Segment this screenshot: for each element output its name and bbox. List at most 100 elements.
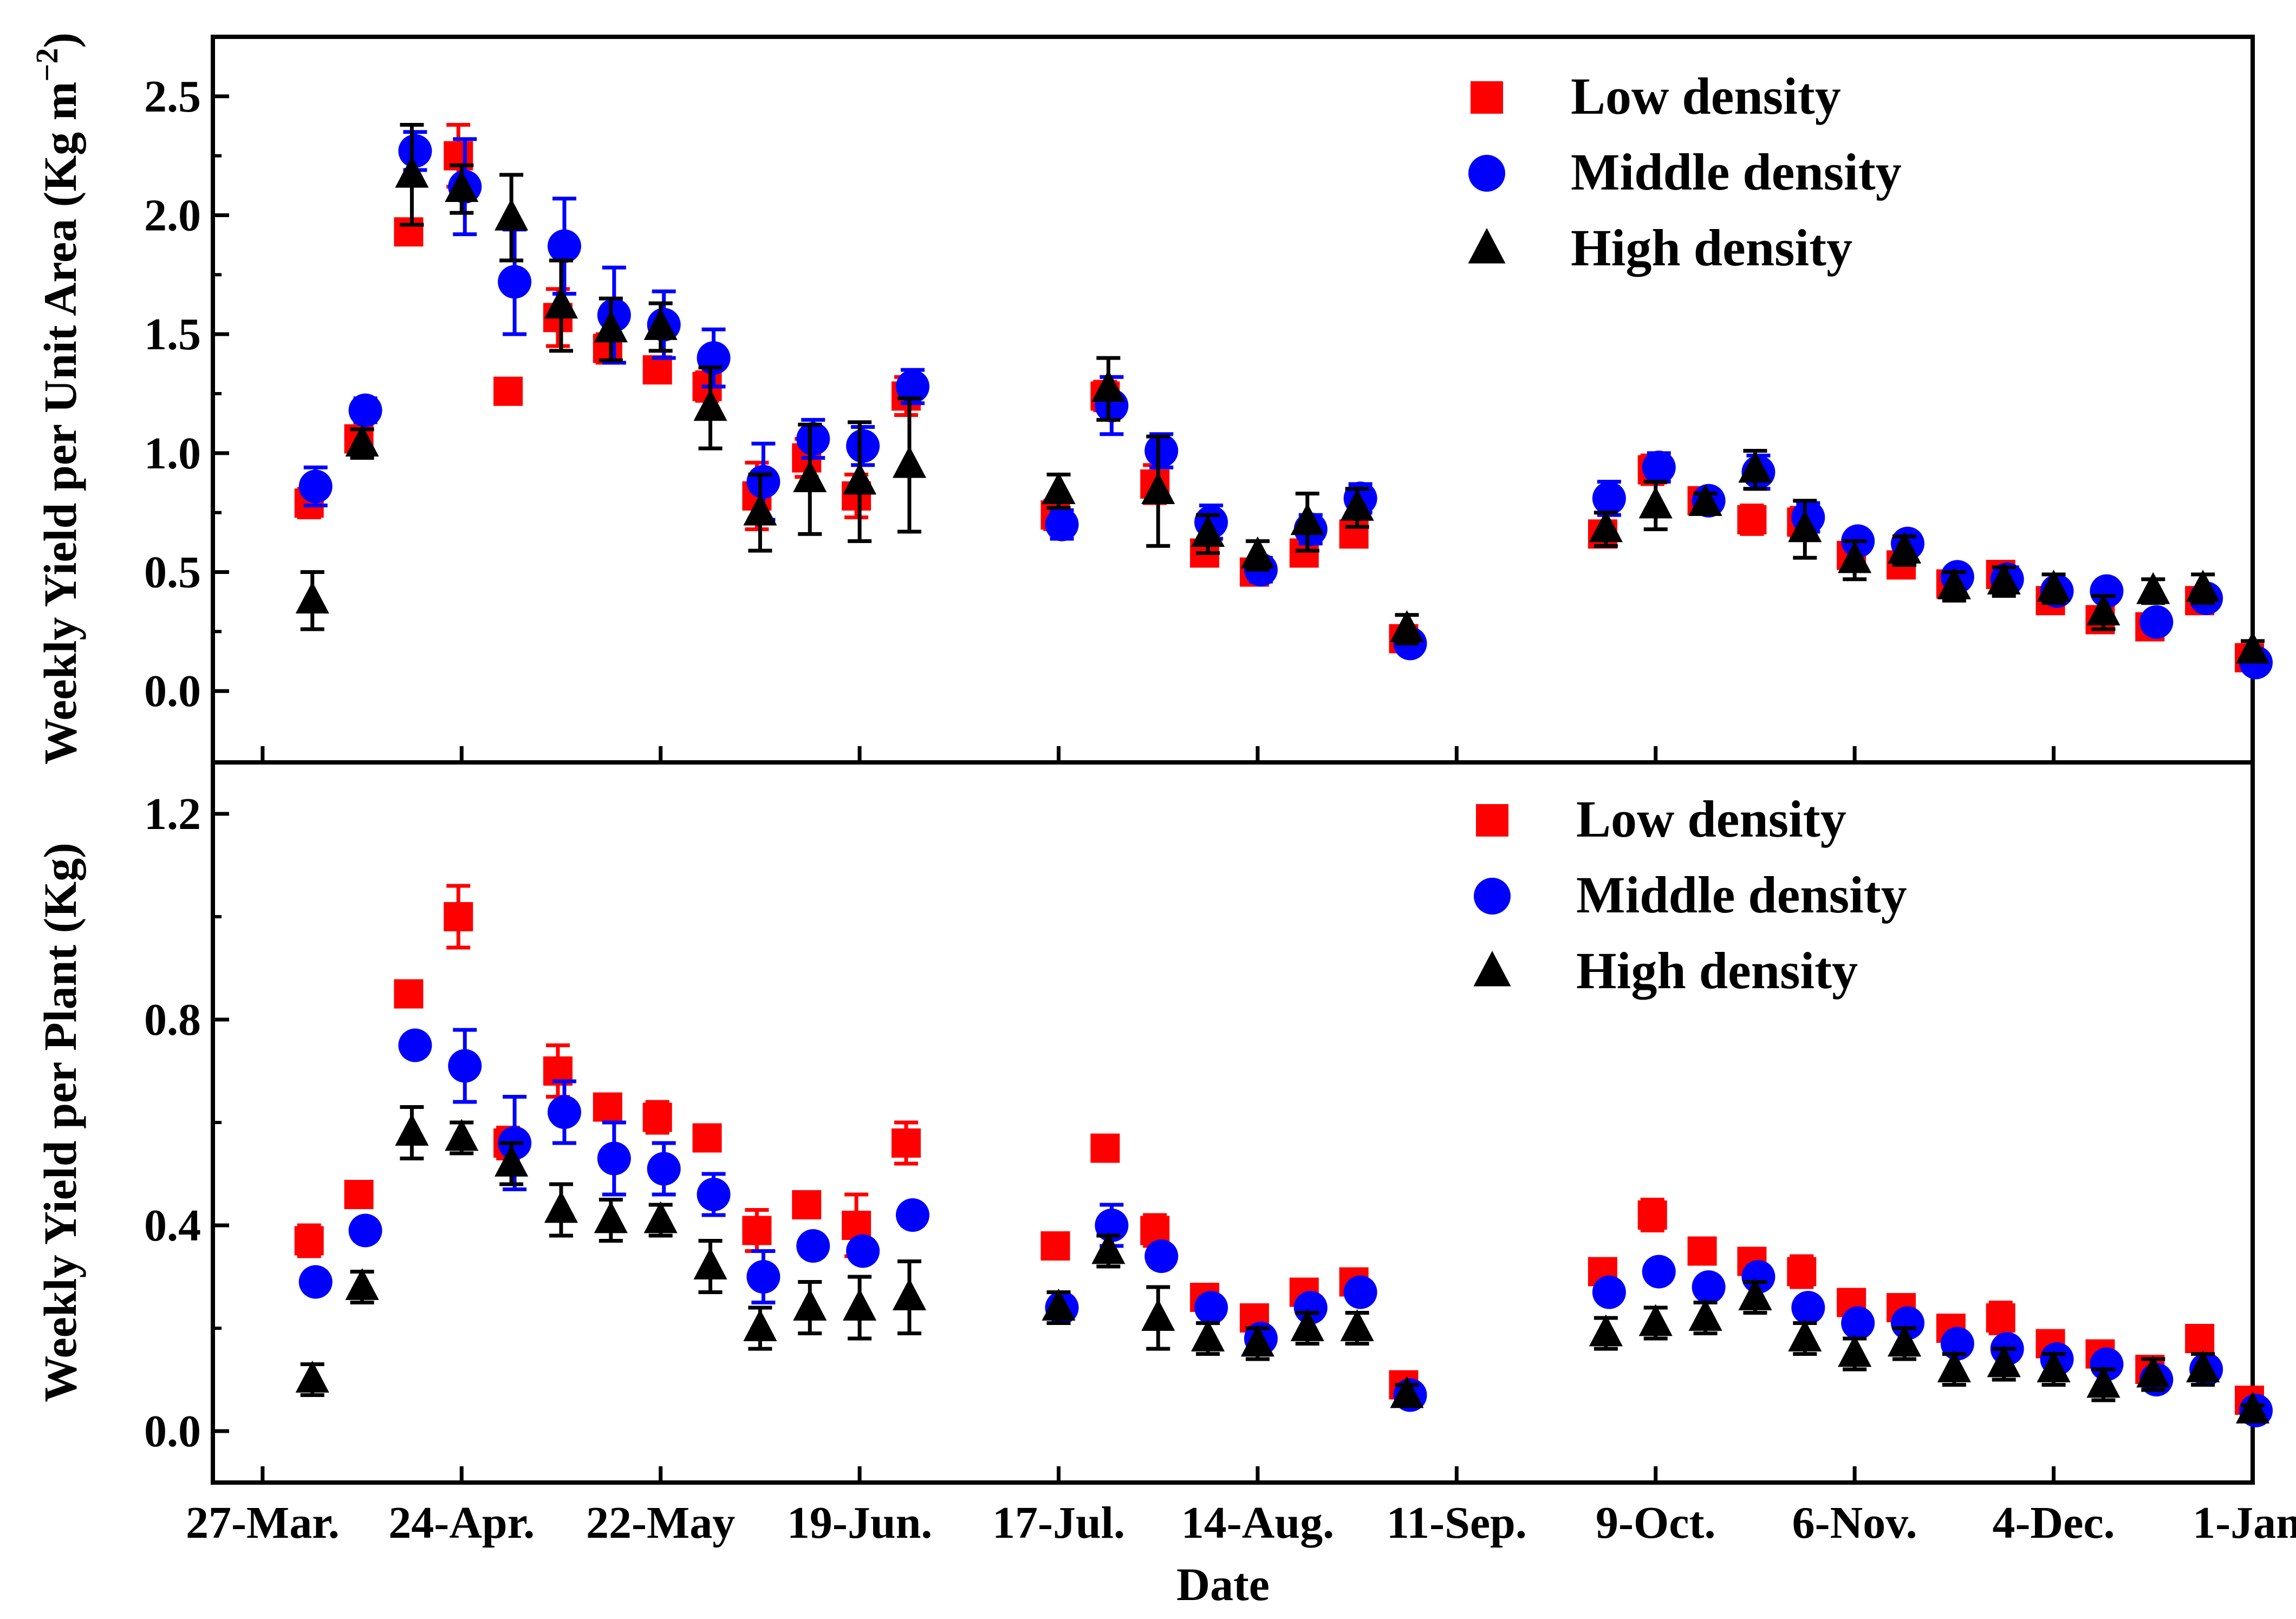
data-point: [1688, 484, 1722, 516]
data-point: [1042, 472, 1076, 504]
data-point: [895, 369, 929, 403]
bottom-y-axis-title: Weekly Yield per Plant (Kg): [34, 843, 86, 1402]
data-point: [1045, 507, 1079, 541]
x-tick-label: 6-Nov.: [1792, 1498, 1917, 1548]
data-point: [846, 1234, 880, 1268]
data-point: [1737, 505, 1767, 534]
data-point: [642, 355, 672, 385]
data-point: [1240, 1324, 1274, 1357]
data-point: [843, 462, 877, 495]
data-point: [1191, 1319, 1225, 1352]
y-tick-label: 1.2: [144, 789, 201, 839]
data-point: [1040, 1231, 1070, 1261]
data-point: [647, 1152, 681, 1186]
data-point: [298, 1265, 333, 1299]
data-point: [692, 1123, 722, 1153]
data-point: [846, 429, 880, 463]
data-point: [2235, 631, 2270, 664]
legend-item-high-density: High density: [1468, 219, 1852, 277]
data-point: [1290, 503, 1324, 536]
data-point: [1141, 472, 1175, 504]
data-point: [1589, 510, 1623, 543]
top-y-axis-title-sup: −2: [29, 48, 64, 82]
data-point: [2090, 1347, 2124, 1381]
data-point: [793, 1288, 827, 1321]
data-point: [1638, 486, 1673, 519]
series-high-density: [295, 123, 2270, 664]
data-point: [697, 1178, 731, 1211]
y-tick-label: 0.8: [144, 995, 201, 1045]
series-middle-density: [298, 1028, 2273, 1427]
data-point: [1144, 434, 1179, 468]
legend-label: High density: [1576, 942, 1858, 1000]
y-tick-label: 0.4: [144, 1200, 201, 1251]
data-point: [742, 1216, 772, 1245]
data-point: [793, 460, 827, 492]
data-point: [743, 1309, 777, 1341]
legend-marker: [1471, 81, 1503, 114]
data-point: [1791, 1291, 1825, 1324]
data-point: [394, 979, 424, 1009]
top-y-axis-title: Weekly Yield per Unit Area (Kg m−2): [29, 32, 86, 765]
x-tick-label: 27-Mar.: [186, 1498, 340, 1548]
data-point: [1592, 481, 1626, 515]
data-point: [1194, 1291, 1228, 1324]
y-tick-label: 0.5: [144, 547, 201, 598]
data-point: [1937, 567, 1971, 599]
data-point: [1642, 1255, 1676, 1289]
data-point: [693, 1247, 727, 1279]
data-point: [796, 422, 830, 456]
data-point: [1688, 1298, 1722, 1331]
x-tick-label: 9-Oct.: [1596, 1498, 1716, 1548]
legend-marker: [1473, 950, 1511, 987]
data-point: [1589, 1314, 1623, 1347]
legend-item-middle-density: Middle density: [1468, 143, 1902, 201]
data-point: [1887, 1324, 1922, 1357]
data-point: [1788, 510, 1822, 543]
data-point: [398, 1028, 432, 1062]
data-point: [2186, 570, 2220, 602]
data-point: [498, 265, 532, 299]
data-point: [1838, 541, 1872, 573]
legend-item-low-density: Low density: [1471, 67, 1841, 125]
data-point: [1290, 1309, 1324, 1341]
data-point: [1638, 1304, 1673, 1336]
data-point: [1838, 1335, 1872, 1367]
data-point: [348, 393, 382, 427]
x-tick-label: 11-Sep.: [1387, 1498, 1527, 1548]
data-point: [1687, 1236, 1717, 1266]
data-point: [1390, 1376, 1424, 1408]
data-point: [1787, 1257, 1817, 1287]
data-point: [1340, 1309, 1374, 1341]
data-point: [843, 1288, 877, 1321]
legend-label: Middle density: [1571, 143, 1902, 201]
data-point: [1339, 519, 1369, 549]
y-tick-label: 2.0: [144, 191, 201, 241]
data-point: [1987, 562, 2021, 595]
x-tick-label: 17-Jul.: [992, 1498, 1125, 1548]
data-point: [643, 1201, 678, 1233]
bottom-panel-ticks: 0.0 0.4 0.8 1.2: [144, 789, 2255, 1483]
data-point: [1240, 536, 1274, 569]
data-point: [1891, 1306, 1925, 1340]
data-point: [2090, 574, 2124, 608]
y-tick-label: 0.0: [144, 1406, 201, 1457]
data-point: [345, 1268, 379, 1300]
data-point: [593, 1092, 622, 1122]
data-point: [643, 308, 678, 340]
bottom-legend: Low density Middle density High density: [1473, 790, 1907, 1000]
data-point: [345, 425, 379, 457]
data-point: [394, 217, 424, 247]
legend-label: Low density: [1576, 790, 1846, 848]
y-tick-label: 0.0: [144, 666, 201, 716]
top-panel-ticks: 0.0 0.5 1.0 1.5 2.0 2.5: [144, 71, 2255, 762]
data-point: [395, 155, 429, 188]
data-point: [1788, 1319, 1822, 1352]
data-point: [746, 1260, 780, 1294]
data-point: [1741, 1260, 1775, 1294]
data-point: [697, 341, 731, 375]
top-panel-plot: [294, 123, 2273, 680]
data-point: [2185, 1324, 2215, 1353]
data-point: [2139, 605, 2174, 639]
data-point: [2235, 1391, 2270, 1424]
